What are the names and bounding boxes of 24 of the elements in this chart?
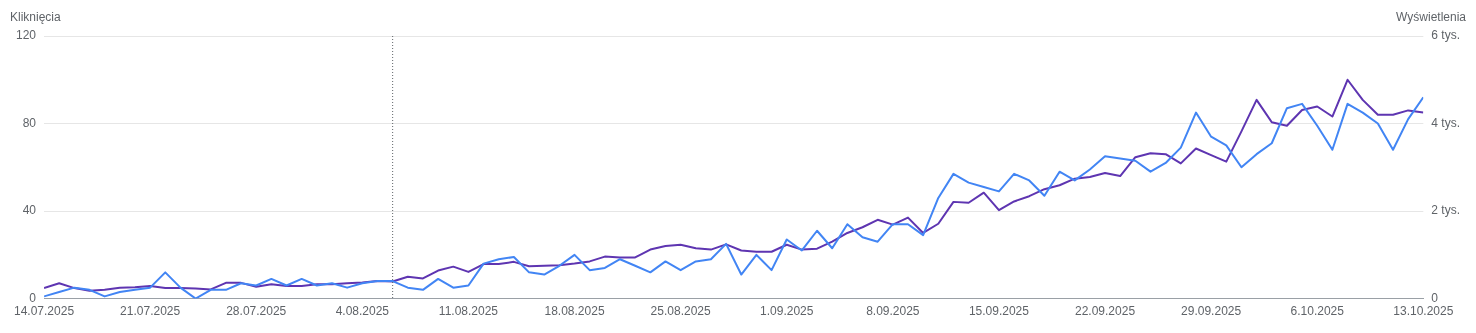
x-tick-label: 15.09.2025 [968,304,1030,319]
y2-axis-title: Wyświetlenia [1396,10,1467,25]
x-tick-label: 18.08.2025 [544,304,605,319]
x-tick-label: 22.09.2025 [1074,304,1136,319]
y2-tick-label: 0 [1431,290,1439,305]
y-tick-label: 40 [22,203,37,218]
x-tick-label: 1.09.2025 [760,304,814,319]
y-tick-label: 80 [22,115,37,130]
x-tick-label: 25.08.2025 [650,304,711,319]
y2-tick-label: 4 tys. [1431,115,1461,130]
x-tick-label: 29.09.2025 [1181,304,1242,319]
y2-tick-label: 6 tys. [1431,28,1461,43]
x-tick-label: 13.10.2025 [1393,304,1454,319]
y-tick-label: 120 [16,28,37,43]
y-tick-label: 0 [29,290,37,305]
x-tick-label: 14.07.2025 [14,304,75,319]
y-axis-title: Kliknięcia [10,10,62,25]
x-tick-label: 4.08.2025 [335,304,390,319]
x-tick-label: 8.09.2025 [866,304,920,319]
x-tick-label: 21.07.2025 [120,304,181,319]
x-tick-label: 28.07.2025 [226,304,287,319]
y2-tick-label: 2 tys. [1431,203,1461,218]
x-tick-label: 11.08.2025 [438,304,499,319]
x-tick-label: 6.10.2025 [1290,304,1345,319]
